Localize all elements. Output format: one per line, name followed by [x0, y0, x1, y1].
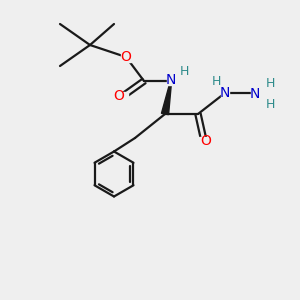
Bar: [167, 77, 175, 85]
Bar: [251, 89, 259, 97]
Polygon shape: [161, 81, 172, 115]
Text: H: H: [211, 75, 221, 88]
Text: N: N: [166, 73, 176, 86]
Bar: [221, 89, 229, 97]
Text: N: N: [220, 86, 230, 100]
Text: O: O: [113, 89, 124, 103]
Text: H: H: [180, 65, 189, 78]
Text: H: H: [265, 98, 275, 111]
Bar: [118, 92, 128, 100]
Text: N: N: [250, 88, 260, 101]
Text: H: H: [265, 77, 275, 90]
Bar: [121, 52, 131, 62]
Text: O: O: [200, 134, 211, 148]
Bar: [199, 136, 209, 146]
Text: O: O: [121, 50, 131, 64]
